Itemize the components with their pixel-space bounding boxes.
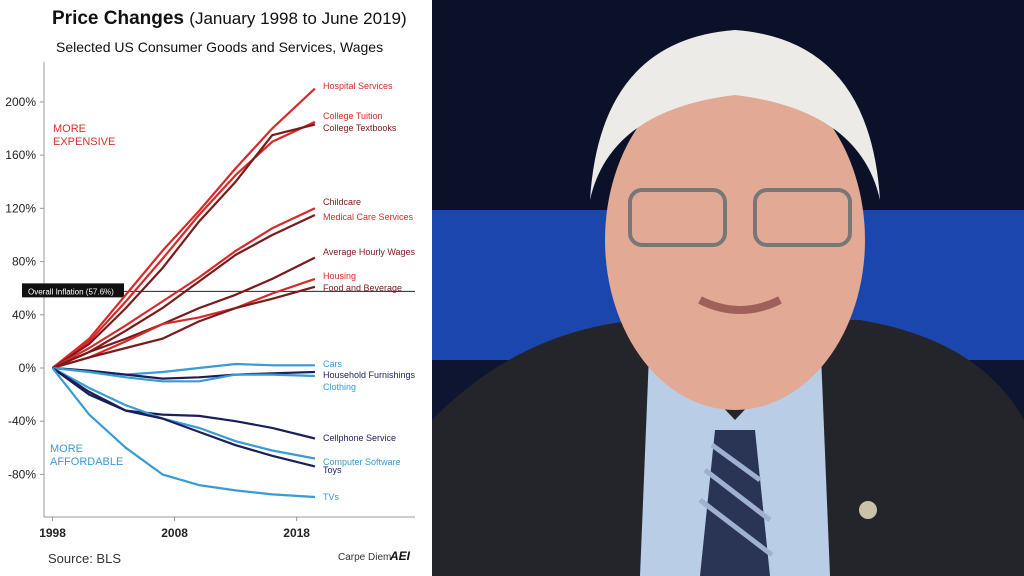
y-tick-label: -80% [8, 467, 36, 481]
series-label: Cars [323, 359, 343, 369]
reference-label-box [22, 283, 124, 298]
series-line [51, 367, 316, 460]
series-line [51, 87, 316, 369]
x-tick-label: 1998 [39, 526, 66, 540]
reference-label: Overall Inflation (57.6%) [28, 287, 114, 296]
series-label: Cellphone Service [323, 433, 396, 443]
chart-title: Price Changes (January 1998 to June 2019… [52, 8, 407, 29]
series-label: Clothing [323, 382, 356, 392]
x-tick-label: 2018 [283, 526, 310, 540]
series-line [51, 367, 315, 499]
annotation: MORE AFFORDABLE [50, 443, 123, 468]
series-label: Computer Software [323, 457, 401, 467]
y-tick-label: 40% [12, 308, 36, 322]
y-tick-label: 0% [19, 361, 37, 375]
series-line [51, 207, 316, 369]
annotation-line: AFFORDABLE [50, 456, 123, 468]
y-tick-label: 200% [5, 95, 36, 109]
series-label: Average Hourly Wages [323, 247, 416, 257]
series-line [51, 123, 316, 369]
chart-subtitle: Selected US Consumer Goods and Services,… [56, 39, 383, 55]
series-label: Hospital Services [323, 81, 393, 91]
series-label: Household Furnishings [323, 370, 416, 380]
source: Source: BLS [48, 551, 121, 566]
annotation-line: EXPENSIVE [53, 136, 115, 148]
credit: Carpe Diem [338, 552, 391, 563]
annotation: MORE EXPENSIVE [53, 123, 115, 148]
series-label: Medical Care Services [323, 212, 414, 222]
series-label: Childcare [323, 197, 361, 207]
series-line [51, 120, 316, 369]
y-tick-label: 80% [12, 255, 36, 269]
series-label: Housing [323, 271, 356, 281]
series-label: College Textbooks [323, 123, 397, 133]
x-tick-label: 2008 [161, 526, 188, 540]
series-line [52, 214, 316, 370]
series-line [52, 285, 316, 370]
series-line [52, 366, 315, 383]
chart-title-detail: (January 1998 to June 2019) [189, 9, 406, 28]
series-line [51, 367, 316, 440]
photo [432, 0, 1024, 576]
series-label: Toys [323, 465, 342, 475]
series-label: College Tuition [323, 111, 383, 121]
logo: AEI [389, 549, 411, 563]
y-tick-label: -40% [8, 414, 36, 428]
series-label: TVs [323, 492, 340, 502]
annotation-line: MORE [50, 443, 83, 455]
series-line [51, 367, 316, 468]
chart-title-main: Price Changes [52, 8, 184, 29]
series-label: Food and Beverage [323, 283, 402, 293]
y-tick-label: 120% [5, 201, 36, 215]
annotation-line: MORE [53, 123, 86, 135]
series-line [52, 256, 316, 370]
y-tick-label: 160% [5, 148, 36, 162]
